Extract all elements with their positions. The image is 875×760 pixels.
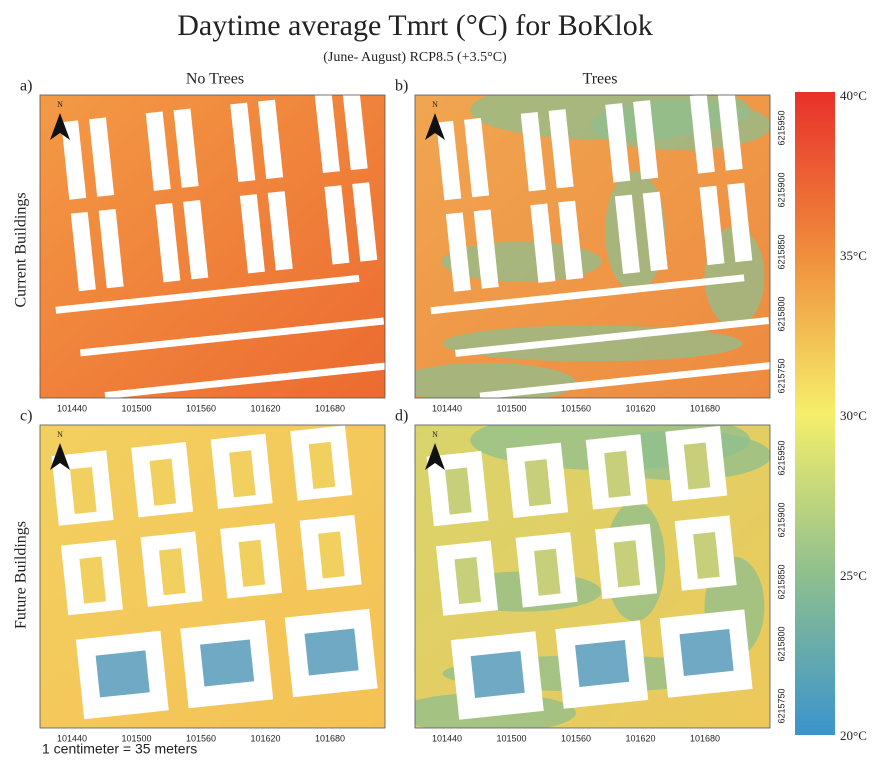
courtyard: [304, 628, 358, 675]
x-tick-label: 101500: [121, 733, 151, 743]
courtyard: [471, 651, 525, 698]
x-tick-label: 101500: [121, 403, 151, 413]
x-tick-label: 101560: [186, 403, 216, 413]
colorbar-label: 20°C: [840, 728, 867, 743]
x-tick-label: 101680: [690, 733, 720, 743]
courtyard: [693, 532, 720, 579]
courtyard: [454, 557, 481, 604]
courtyard: [680, 629, 734, 676]
y-tick-label: 6215950: [776, 440, 786, 475]
y-tick-label: 6215900: [776, 502, 786, 537]
x-tick-label: 101440: [57, 733, 87, 743]
courtyard: [159, 548, 186, 595]
x-tick-label: 101560: [186, 733, 216, 743]
column-header: No Trees: [186, 71, 244, 88]
y-tick-label: 6215900: [776, 172, 786, 207]
x-tick-label: 101440: [57, 403, 87, 413]
courtyard: [309, 442, 336, 489]
courtyard: [239, 540, 266, 587]
courtyard: [96, 650, 150, 697]
y-tick-label: 6215850: [776, 234, 786, 269]
y-tick-label: 6215850: [776, 564, 786, 599]
courtyard: [604, 451, 631, 498]
map-panel: [40, 425, 385, 728]
x-tick-label: 101680: [315, 733, 345, 743]
x-tick-label: 101620: [625, 733, 655, 743]
x-tick-label: 101680: [315, 403, 345, 413]
map-panel: [36, 89, 408, 404]
panel-label: a): [20, 78, 32, 95]
courtyard: [200, 639, 254, 686]
x-tick-label: 101620: [625, 403, 655, 413]
title: Daytime average Tmrt (°C) for BoKlok: [177, 9, 652, 42]
courtyard: [614, 540, 641, 587]
y-tick-label: 6215800: [776, 296, 786, 331]
x-tick-label: 101500: [496, 403, 526, 413]
y-tick-label: 6215800: [776, 626, 786, 661]
y-tick-label: 6215750: [776, 688, 786, 723]
colorbar-label: 40°C: [840, 88, 867, 103]
x-tick-label: 101440: [432, 733, 462, 743]
courtyard: [229, 450, 256, 497]
y-tick-label: 6215750: [776, 358, 786, 393]
courtyard: [525, 459, 552, 506]
y-tick-label: 6215950: [776, 110, 786, 145]
panels: a) N 101440 101500 101560 101620 101680 b) N 1014…: [20, 78, 794, 744]
panel-label: d): [395, 408, 408, 425]
colorbar-label: 35°C: [840, 248, 867, 263]
courtyard: [70, 467, 97, 514]
x-tick-label: 101440: [432, 403, 462, 413]
map-panel: [396, 80, 794, 404]
x-tick-label: 101680: [690, 403, 720, 413]
row-header: Future Buildings: [13, 521, 30, 629]
courtyard: [445, 468, 472, 515]
map-panel: [396, 410, 771, 733]
north-label: N: [57, 430, 63, 439]
x-tick-label: 101560: [561, 403, 591, 413]
courtyard: [534, 549, 561, 596]
courtyard: [575, 640, 629, 687]
north-label: N: [57, 100, 63, 109]
colorbar: [795, 92, 835, 735]
north-label: N: [432, 430, 438, 439]
x-tick-label: 101560: [561, 733, 591, 743]
x-tick-label: 101620: [250, 403, 280, 413]
panel-label: b): [395, 78, 408, 95]
subtitle: (June- August) RCP8.5 (+3.5°C): [323, 50, 507, 65]
colorbar-label: 25°C: [840, 568, 867, 583]
north-label: N: [432, 100, 438, 109]
x-tick-label: 101620: [250, 733, 280, 743]
figure: Daytime average Tmrt (°C) for BoKlok (Ju…: [0, 0, 875, 760]
colorbar-label: 30°C: [840, 408, 867, 423]
row-header: Current Buildings: [13, 192, 30, 307]
courtyard: [79, 557, 106, 604]
panel-label: c): [20, 408, 32, 425]
x-tick-label: 101500: [496, 733, 526, 743]
column-header: Trees: [583, 71, 618, 88]
courtyard: [318, 531, 345, 578]
courtyard: [150, 459, 177, 506]
courtyard: [684, 442, 711, 489]
